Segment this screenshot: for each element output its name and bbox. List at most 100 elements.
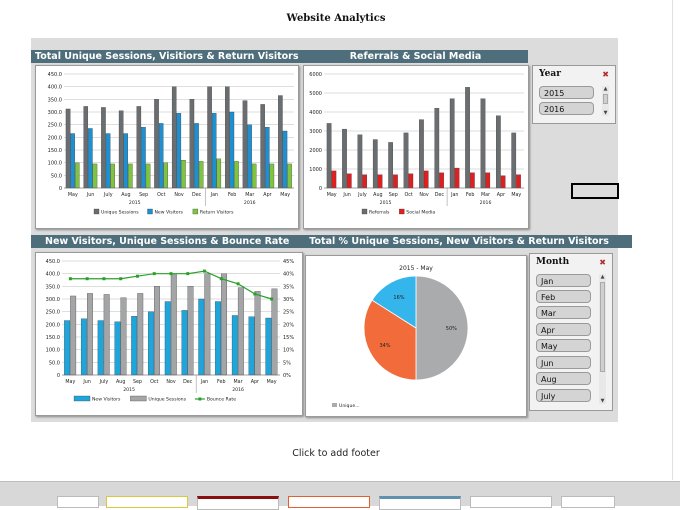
y-tick-label: 150.0 (46, 335, 60, 341)
bar (372, 139, 378, 189)
x-tick-label: Jan (200, 379, 208, 385)
x-tick-label: Feb (228, 192, 237, 198)
scroll-down-icon[interactable]: ▼ (600, 398, 605, 404)
x-tick-label: Apr (263, 192, 271, 198)
legend-swatch (192, 208, 199, 215)
month-item-aug[interactable]: Aug (536, 372, 591, 385)
line-marker (85, 277, 89, 281)
bar (141, 127, 146, 189)
month-item-mar[interactable]: Mar (536, 306, 591, 319)
x-tick-label: May (327, 192, 337, 198)
legend-label: Unique Sessions (101, 210, 139, 216)
slide-thumbnail[interactable] (561, 496, 615, 508)
bar (287, 163, 292, 189)
scroll-thumb[interactable] (603, 94, 608, 104)
bar (254, 291, 261, 376)
x-tick-label: Oct (404, 192, 412, 198)
month-item-apr[interactable]: Apr (536, 323, 591, 336)
header-chart2: Referrals & Social Media (303, 50, 528, 63)
year-item-2015[interactable]: 2015 (539, 86, 594, 99)
bar (158, 123, 164, 189)
bar (269, 163, 275, 189)
legend-swatch (361, 208, 368, 215)
clear-filter-icon[interactable]: ✖ (599, 258, 606, 267)
y-tick-label: 50.0 (51, 173, 62, 179)
bar (419, 119, 424, 189)
x-tick-label: Apr (497, 192, 505, 198)
y-tick-label: 200.0 (46, 322, 60, 328)
y-tick-label: 350.0 (46, 284, 60, 290)
x-tick-label: Sep (389, 192, 398, 198)
bar (65, 108, 71, 189)
legend-label: Unique Sessions (148, 397, 186, 403)
scroll-up-icon[interactable]: ▲ (600, 274, 605, 280)
legend-label: Return Visitors (200, 210, 234, 216)
x-tick-label: Nov (166, 379, 176, 385)
month-item-feb[interactable]: Feb (536, 290, 591, 303)
bar (282, 130, 288, 189)
bar (101, 107, 106, 189)
slide-thumbnail[interactable] (106, 496, 188, 508)
legend-swatch (130, 395, 147, 402)
page-title: Website Analytics (286, 13, 386, 24)
x-tick-label: Feb (466, 192, 475, 198)
legend-label: Unique... (339, 403, 360, 409)
bar (187, 286, 194, 376)
bar (265, 317, 272, 376)
line-marker (219, 277, 223, 281)
bar (204, 273, 211, 376)
slide-edge (672, 0, 673, 480)
bar (120, 297, 127, 376)
line-marker (152, 272, 156, 276)
month-item-may[interactable]: May (536, 339, 591, 352)
y2-tick-label: 0% (283, 373, 291, 379)
bar (181, 310, 188, 376)
scroll-thumb[interactable] (600, 282, 605, 372)
y-tick-label: 200.0 (48, 135, 62, 141)
year-item-2016[interactable]: 2016 (539, 102, 594, 115)
scroll-up-icon[interactable]: ▲ (603, 86, 608, 92)
bar (131, 316, 138, 376)
x-group-label: 2015 (380, 200, 392, 206)
y-tick-label: 100.0 (46, 348, 60, 354)
x-tick-label: May (68, 192, 78, 198)
bar (74, 162, 80, 189)
legend-label: New Visitors (92, 397, 121, 403)
x-tick-label: Apr (251, 379, 259, 385)
x-tick-label: Mar (234, 379, 243, 385)
clear-filter-icon[interactable]: ✖ (602, 70, 609, 79)
selected-cell[interactable] (571, 183, 619, 199)
year-scrollbar[interactable]: ▲ ▼ (602, 86, 609, 116)
bar (83, 106, 89, 189)
bar (229, 111, 235, 189)
month-scrollbar[interactable]: ▲ ▼ (599, 274, 606, 404)
bar (403, 132, 409, 189)
x-tick-label: Mar (481, 192, 490, 198)
x-tick-label: Sep (139, 192, 148, 198)
y2-tick-label: 45% (283, 259, 294, 265)
y-tick-label: 6000 (309, 72, 322, 78)
month-item-jun[interactable]: Jun (536, 356, 591, 369)
y-tick-label: 1000 (309, 167, 322, 173)
slide-thumbnail[interactable] (197, 496, 279, 510)
y-tick-label: 0 (57, 373, 60, 379)
x-group-label: 2016 (232, 387, 244, 393)
footer-placeholder[interactable]: Click to add footer (292, 448, 380, 459)
scroll-down-icon[interactable]: ▼ (603, 110, 608, 116)
y2-tick-label: 20% (283, 322, 294, 328)
y2-tick-label: 15% (283, 335, 294, 341)
slide-thumbnail[interactable] (379, 496, 461, 510)
slide-thumbnail[interactable] (470, 496, 552, 508)
chart1-svg: 0 50.0 100.0 150.0 200.0 250.0 300.0 350.0 400.0… (48, 72, 294, 216)
slide-thumbnail[interactable] (57, 496, 99, 508)
bar (163, 162, 168, 189)
month-item-july[interactable]: July (536, 389, 591, 402)
y-tick-label: 150.0 (48, 148, 62, 154)
slide-thumbnail[interactable] (288, 496, 370, 508)
x-group-label: 2016 (480, 200, 492, 206)
legend-label: New Visitors (155, 210, 184, 216)
y2-tick-label: 30% (283, 297, 294, 303)
legend-label: Referrals (369, 210, 390, 216)
y2-tick-label: 25% (283, 310, 294, 316)
month-item-jan[interactable]: Jan (536, 274, 591, 287)
